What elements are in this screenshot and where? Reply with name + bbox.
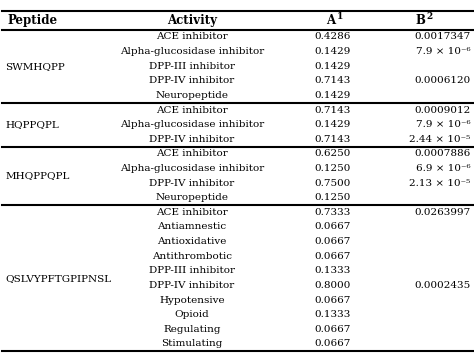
Text: 7.9 × 10⁻⁶: 7.9 × 10⁻⁶ [416,120,471,129]
Text: 0.0667: 0.0667 [315,325,351,334]
Text: Peptide: Peptide [8,14,58,26]
Text: Hypotensive: Hypotensive [159,295,225,305]
Text: 0.1250: 0.1250 [315,193,351,202]
Text: Regulating: Regulating [163,325,220,334]
Text: 0.1333: 0.1333 [315,310,351,319]
Text: 0.0667: 0.0667 [315,237,351,246]
Text: 0.1429: 0.1429 [315,91,351,100]
Text: 0.1429: 0.1429 [315,47,351,56]
Text: DPP-IV inhibitor: DPP-IV inhibitor [149,179,235,187]
Text: Stimulating: Stimulating [161,340,222,348]
Text: Neuropeptide: Neuropeptide [155,91,228,100]
Text: 0.7143: 0.7143 [315,106,351,114]
Text: Neuropeptide: Neuropeptide [155,193,228,202]
Text: 0.6250: 0.6250 [315,149,351,158]
Text: Activity: Activity [167,14,217,26]
Text: 1: 1 [337,12,343,21]
Text: 0.0006120: 0.0006120 [414,76,471,85]
Text: 0.1333: 0.1333 [315,266,351,275]
Text: 2.13 × 10⁻⁵: 2.13 × 10⁻⁵ [410,179,471,187]
Text: 0.0667: 0.0667 [315,295,351,305]
Text: 0.1429: 0.1429 [315,120,351,129]
Text: 0.0007886: 0.0007886 [414,149,471,158]
Text: 6.9 × 10⁻⁶: 6.9 × 10⁻⁶ [416,164,471,173]
Text: Antithrombotic: Antithrombotic [152,252,232,261]
Text: Alpha-glucosidase inhibitor: Alpha-glucosidase inhibitor [120,164,264,173]
Text: Antiamnestic: Antiamnestic [157,222,227,232]
Text: ACE inhibitor: ACE inhibitor [156,208,228,217]
Text: QSLVYPFTGPIPNSL: QSLVYPFTGPIPNSL [5,274,111,283]
Text: 2: 2 [427,12,433,21]
Text: DPP-IV inhibitor: DPP-IV inhibitor [149,135,235,144]
Text: ACE inhibitor: ACE inhibitor [156,32,228,41]
Text: ACE inhibitor: ACE inhibitor [156,106,228,114]
Text: 7.9 × 10⁻⁶: 7.9 × 10⁻⁶ [416,47,471,56]
Text: DPP-IV inhibitor: DPP-IV inhibitor [149,281,235,290]
Text: A: A [326,14,335,26]
Text: 0.7333: 0.7333 [315,208,351,217]
Text: DPP-III inhibitor: DPP-III inhibitor [149,62,235,71]
Text: 0.7143: 0.7143 [315,135,351,144]
Text: DPP-IV inhibitor: DPP-IV inhibitor [149,76,235,85]
Text: 0.0667: 0.0667 [315,222,351,232]
Text: 2.44 × 10⁻⁵: 2.44 × 10⁻⁵ [410,135,471,144]
Text: 0.0002435: 0.0002435 [414,281,471,290]
Text: 0.0263997: 0.0263997 [414,208,471,217]
Text: 0.0667: 0.0667 [315,340,351,348]
Text: HQPPQPL: HQPPQPL [5,120,59,129]
Text: Alpha-glucosidase inhibitor: Alpha-glucosidase inhibitor [120,47,264,56]
Text: ACE inhibitor: ACE inhibitor [156,149,228,158]
Text: 0.4286: 0.4286 [315,32,351,41]
Text: 0.8000: 0.8000 [315,281,351,290]
Text: 0.7143: 0.7143 [315,76,351,85]
Text: 0.0017347: 0.0017347 [414,32,471,41]
Text: Antioxidative: Antioxidative [157,237,227,246]
Text: MHQPPQPL: MHQPPQPL [5,171,70,180]
Text: 0.7500: 0.7500 [315,179,351,187]
Text: DPP-III inhibitor: DPP-III inhibitor [149,266,235,275]
Text: 0.1250: 0.1250 [315,164,351,173]
Text: Alpha-glucosidase inhibitor: Alpha-glucosidase inhibitor [120,120,264,129]
Text: B: B [415,14,425,26]
Text: 0.1429: 0.1429 [315,62,351,71]
Text: 0.0667: 0.0667 [315,252,351,261]
Text: Opioid: Opioid [174,310,209,319]
Text: SWMHQPP: SWMHQPP [5,62,65,71]
Text: 0.0009012: 0.0009012 [414,106,471,114]
